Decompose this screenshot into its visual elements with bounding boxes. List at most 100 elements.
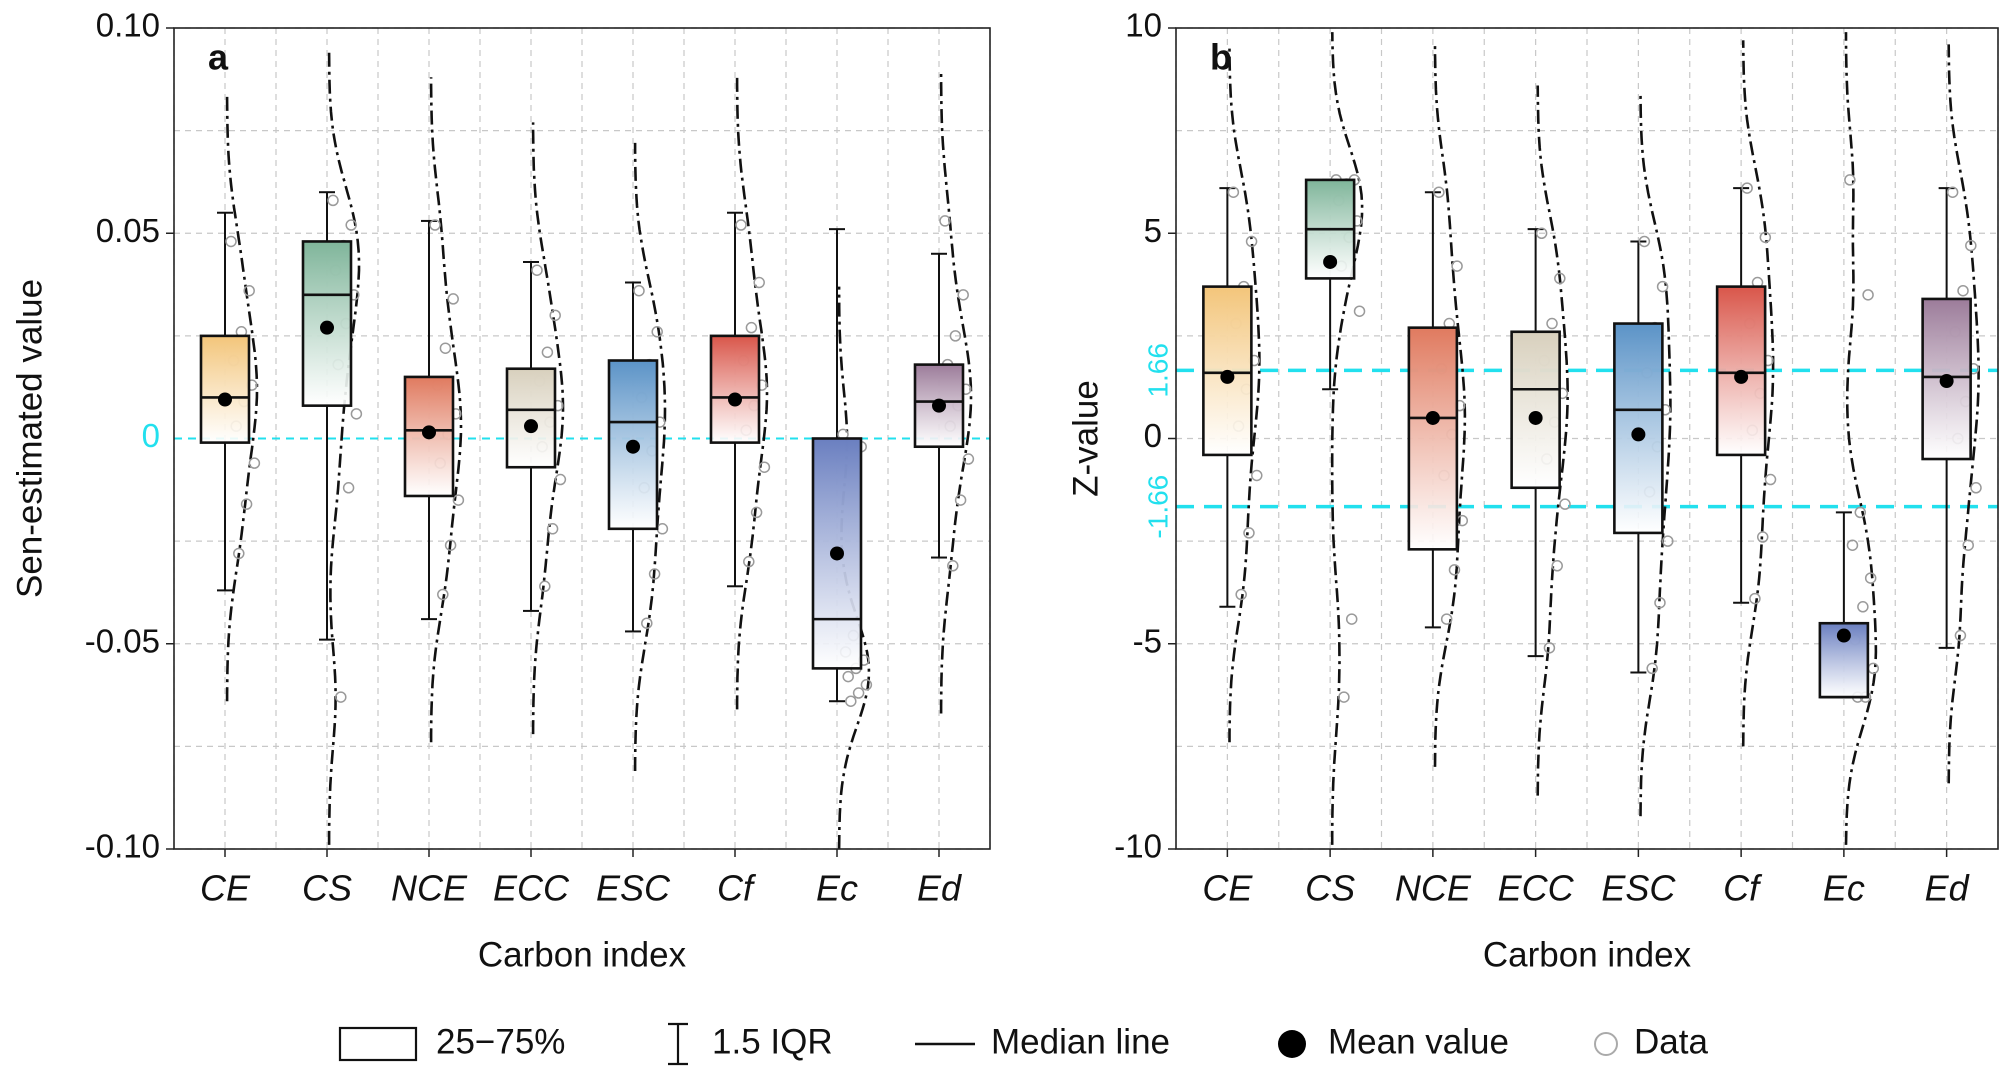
x-tick-label: Cf xyxy=(1723,868,1763,909)
y-tick-label: 0 xyxy=(1144,417,1162,454)
y-tick-label: -10 xyxy=(1114,828,1162,865)
data-point xyxy=(1857,601,1869,613)
data-point xyxy=(541,346,554,359)
data-point xyxy=(429,219,441,231)
data-point xyxy=(240,498,253,510)
data-point xyxy=(750,506,763,519)
data-point xyxy=(745,321,758,334)
data-point xyxy=(225,235,237,248)
data-point xyxy=(1559,498,1571,510)
mean-point xyxy=(1528,410,1543,425)
mean-point xyxy=(1734,369,1749,384)
x-tick-label: ECC xyxy=(493,868,570,909)
data-point xyxy=(1656,280,1669,293)
x-tick-label: Cf xyxy=(717,868,757,909)
y-tick-label: -5 xyxy=(1133,622,1162,659)
data-point xyxy=(954,494,967,506)
data-point xyxy=(1448,564,1461,576)
mean-point xyxy=(830,546,844,561)
density-curve xyxy=(1536,85,1569,796)
density-curve xyxy=(1330,32,1364,845)
data-point xyxy=(641,617,653,629)
panel-label: b xyxy=(1210,37,1232,78)
density-curve xyxy=(633,142,667,771)
data-point xyxy=(1756,531,1769,543)
legend-label: 1.5 IQR xyxy=(712,1022,833,1061)
density-curve xyxy=(225,93,259,702)
data-point xyxy=(1844,174,1856,186)
data-point xyxy=(1554,272,1566,285)
data-point xyxy=(1235,588,1247,601)
legend-data-key xyxy=(1594,1032,1618,1056)
data-point xyxy=(753,276,765,289)
data-point xyxy=(549,309,561,322)
mean-point xyxy=(1631,427,1646,442)
x-axis-title: Carbon index xyxy=(478,935,687,974)
density-curve xyxy=(735,77,769,710)
x-tick-label: Ed xyxy=(917,868,962,909)
mean-point xyxy=(1323,254,1338,269)
mean-point xyxy=(932,398,946,413)
data-point xyxy=(1954,629,1967,642)
legend-label: Mean value xyxy=(1328,1022,1509,1061)
data-point xyxy=(1546,317,1558,330)
density-curve xyxy=(531,122,565,735)
data-point xyxy=(743,555,755,568)
density-curve xyxy=(837,286,871,850)
reference-label: 0 xyxy=(142,417,160,454)
data-point xyxy=(248,457,261,469)
box xyxy=(301,240,353,407)
data-point xyxy=(437,588,449,601)
x-axis-title: Carbon index xyxy=(1483,935,1692,974)
data-point xyxy=(939,215,951,227)
data-point xyxy=(1227,186,1240,198)
panel-label: a xyxy=(208,37,229,78)
data-point xyxy=(1864,572,1877,584)
box xyxy=(1510,330,1561,490)
data-point xyxy=(1353,305,1366,317)
plot-frame xyxy=(1175,27,1999,850)
data-point xyxy=(1867,662,1880,675)
density-curve xyxy=(1639,93,1672,817)
data-point xyxy=(539,580,551,593)
data-point xyxy=(633,284,645,297)
y-tick-label: 10 xyxy=(1125,7,1162,44)
density-curve xyxy=(327,52,361,845)
data-point xyxy=(1962,539,1974,551)
data-point xyxy=(1662,535,1674,547)
mean-point xyxy=(422,425,436,440)
mean-point xyxy=(320,320,334,335)
data-point xyxy=(345,219,357,231)
data-point xyxy=(439,342,452,354)
data-point xyxy=(1535,227,1548,239)
data-point xyxy=(1749,592,1761,605)
reference-label: 1.66 xyxy=(1142,343,1173,398)
data-point xyxy=(1338,691,1350,703)
legend-label: 25−75% xyxy=(436,1022,565,1061)
mean-point xyxy=(1939,374,1954,389)
data-point xyxy=(1543,642,1556,654)
data-point xyxy=(860,679,873,691)
legend-label: Median line xyxy=(991,1022,1170,1061)
box xyxy=(1407,326,1459,551)
data-point xyxy=(546,523,559,535)
data-point xyxy=(1862,289,1874,301)
data-point xyxy=(342,482,355,494)
density-curve xyxy=(1947,44,1980,784)
data-point xyxy=(651,326,663,338)
data-point xyxy=(1965,239,1977,252)
data-point xyxy=(1854,506,1867,519)
data-point xyxy=(648,568,661,580)
x-tick-label: CS xyxy=(302,868,352,909)
data-point xyxy=(531,264,543,276)
data-point xyxy=(1654,596,1666,609)
data-point xyxy=(1946,186,1959,198)
x-tick-label: ESC xyxy=(596,868,671,909)
data-point xyxy=(1440,613,1453,625)
reference-label: -1.66 xyxy=(1142,475,1173,539)
data-point xyxy=(949,330,962,342)
y-tick-label: 5 xyxy=(1144,212,1162,249)
data-point xyxy=(335,691,347,703)
mean-point xyxy=(1836,628,1851,643)
